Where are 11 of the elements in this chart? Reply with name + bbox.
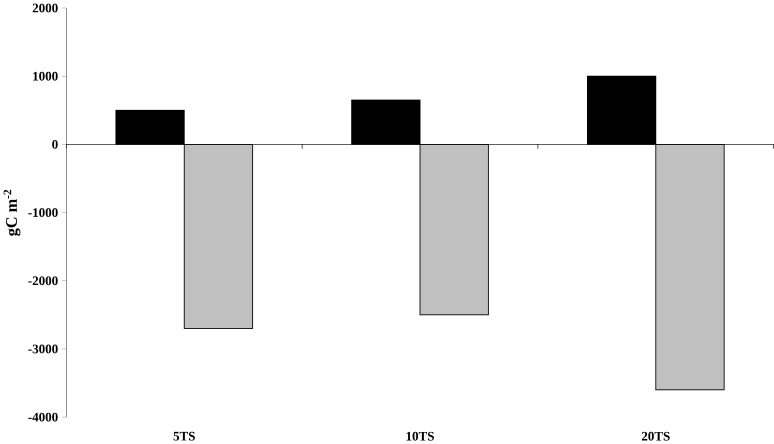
x-tick-label: 10TS: [406, 432, 434, 440]
x-tick-label: 5TS: [174, 432, 195, 440]
y-tick-label: 1000: [33, 72, 58, 80]
y-tick-label: -4000: [28, 412, 58, 422]
x-tick-label: 20TS: [642, 432, 670, 440]
y-tick-label: 0: [52, 140, 58, 149]
y-tick-label: -2000: [28, 276, 58, 286]
y-tick-label: -1000: [28, 208, 58, 217]
y-axis-title: gC m$^{-2}$: [4, 190, 20, 236]
y-tick-label: -3000: [28, 344, 58, 354]
y-tick-label: 2000: [32, 4, 58, 12]
